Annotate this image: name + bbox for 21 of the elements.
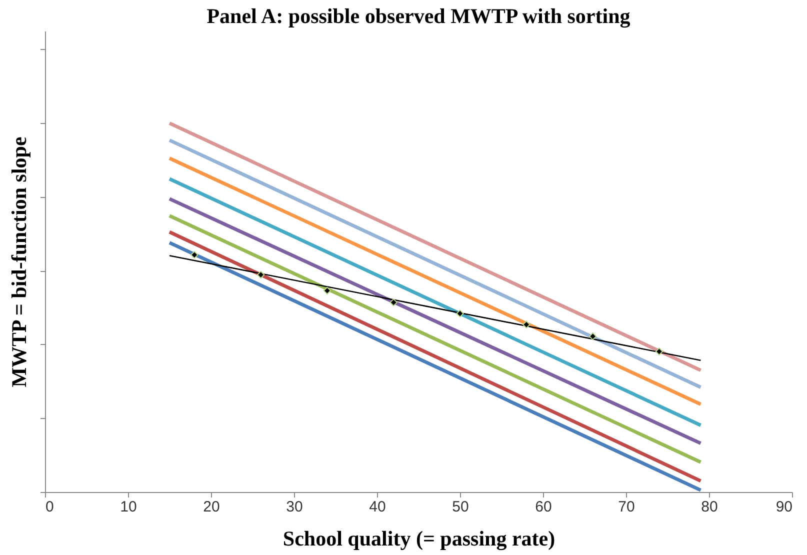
x-tick-label: 30 (286, 498, 303, 516)
x-tick-label: 20 (203, 498, 220, 516)
x-tick-label: 90 (776, 498, 792, 516)
x-tick-label: 0 (46, 498, 54, 516)
point (522, 320, 530, 328)
x-tick-label: 60 (535, 498, 552, 516)
chart-title: Panel A: possible observed MWTP with sorting (206, 4, 631, 28)
point (588, 332, 597, 340)
y-axis-title: MWTP = bid-function slope (7, 136, 31, 388)
x-tick-label: 10 (120, 498, 137, 516)
point (190, 251, 198, 259)
point (323, 286, 332, 294)
point (655, 348, 664, 356)
x-tick-label: 40 (369, 498, 386, 516)
point (390, 298, 398, 306)
x-tick-label: 70 (618, 498, 635, 516)
x-axis-title: School quality (= passing rate) (282, 526, 556, 550)
point (456, 310, 464, 318)
x-tick-label: 50 (452, 498, 469, 516)
point (256, 270, 265, 279)
x-tick-label: 80 (701, 498, 718, 516)
